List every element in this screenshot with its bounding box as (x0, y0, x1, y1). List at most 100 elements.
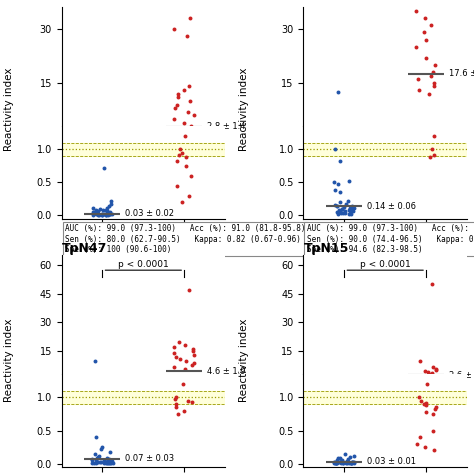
Text: 17.6 ± 4.2: 17.6 ± 4.2 (449, 69, 474, 78)
Point (427, 72, 435, 80)
Point (336, 206, 343, 213)
Point (350, 459, 357, 467)
Point (341, 209, 349, 217)
Point (100, 456, 108, 464)
Point (428, 370, 436, 377)
Point (171, 349, 178, 357)
Point (100, 210, 108, 217)
Point (171, 361, 178, 368)
Point (105, 459, 112, 467)
Text: 2.6 ± 0.8: 2.6 ± 0.8 (449, 371, 474, 380)
Point (183, 32, 191, 40)
Point (430, 151, 438, 158)
Point (428, 280, 436, 288)
Point (334, 88, 341, 96)
Point (350, 452, 357, 459)
Point (336, 454, 344, 461)
Point (348, 459, 356, 467)
Point (340, 203, 348, 210)
Bar (303, 143, 467, 156)
Point (107, 197, 115, 205)
Point (93, 209, 101, 217)
Point (430, 79, 438, 87)
Point (178, 149, 186, 156)
Point (108, 210, 116, 217)
Text: TpN47: TpN47 (62, 242, 107, 255)
Point (413, 440, 421, 447)
Point (109, 457, 116, 465)
Point (182, 357, 190, 365)
Point (336, 458, 344, 466)
Point (432, 403, 439, 411)
Point (176, 146, 184, 153)
Text: 0.03 ± 0.02: 0.03 ± 0.02 (125, 209, 174, 218)
Point (332, 459, 340, 467)
Point (425, 371, 433, 378)
Point (175, 151, 183, 158)
Point (172, 104, 179, 112)
Point (417, 357, 424, 365)
Point (91, 209, 98, 216)
Point (88, 455, 96, 463)
Point (346, 207, 354, 215)
Point (347, 459, 355, 467)
Point (346, 210, 353, 218)
Point (186, 14, 194, 22)
Point (92, 459, 100, 467)
Point (336, 209, 344, 216)
Point (103, 207, 111, 215)
Point (415, 393, 423, 401)
Bar (303, 391, 467, 404)
Point (336, 157, 344, 165)
Point (339, 459, 346, 467)
Point (427, 21, 435, 29)
Point (101, 458, 109, 466)
Point (338, 456, 346, 464)
Point (104, 458, 112, 465)
Point (187, 172, 195, 180)
Point (422, 399, 430, 407)
Point (412, 7, 419, 15)
Point (417, 397, 424, 404)
Point (88, 456, 96, 464)
Point (333, 459, 340, 467)
Point (91, 450, 99, 457)
Point (90, 211, 97, 219)
Point (422, 408, 430, 416)
Point (432, 367, 440, 374)
Point (104, 457, 112, 465)
Point (190, 351, 198, 359)
Text: 2.8 ± 1.4: 2.8 ± 1.4 (207, 122, 246, 131)
Point (342, 458, 350, 466)
Point (181, 119, 188, 127)
Point (420, 28, 428, 36)
Point (429, 427, 437, 434)
Point (92, 206, 100, 214)
Point (423, 314, 431, 322)
Point (330, 459, 337, 467)
Text: p < 0.0001: p < 0.0001 (360, 260, 410, 269)
Text: Reactivity index: Reactivity index (4, 67, 15, 151)
Point (103, 204, 110, 212)
Point (108, 459, 115, 467)
Point (100, 164, 108, 172)
Point (104, 459, 111, 467)
Point (421, 14, 429, 22)
Point (421, 274, 429, 282)
Point (174, 90, 182, 98)
Point (346, 205, 354, 213)
Text: Reactivity index: Reactivity index (239, 67, 249, 151)
Point (351, 204, 358, 212)
Point (176, 328, 184, 335)
Point (338, 205, 346, 213)
Point (91, 357, 99, 365)
Point (171, 395, 178, 402)
Point (185, 192, 193, 200)
Point (432, 61, 439, 69)
Point (103, 458, 110, 465)
Point (331, 146, 338, 153)
Point (106, 210, 113, 218)
Point (422, 36, 429, 44)
Point (338, 205, 346, 213)
Point (102, 211, 110, 219)
